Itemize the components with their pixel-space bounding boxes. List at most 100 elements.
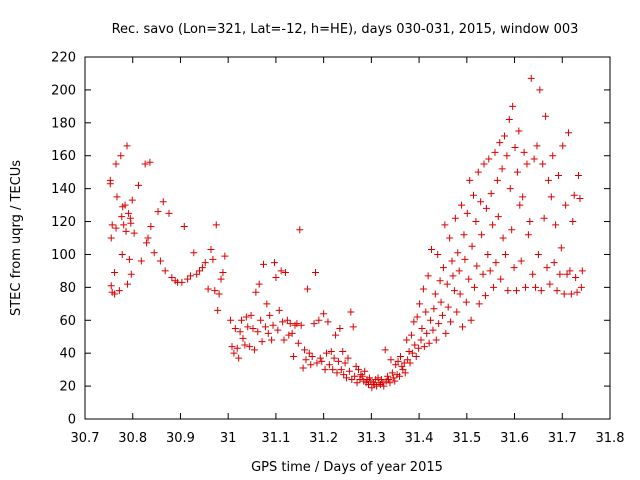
data-point: [279, 318, 287, 326]
data-point: [353, 379, 361, 387]
data-point: [150, 249, 158, 257]
data-point: [524, 231, 532, 239]
data-point: [337, 366, 345, 374]
data-point: [134, 181, 142, 189]
data-point: [456, 290, 464, 298]
data-point: [294, 339, 302, 347]
x-tick-label: 30.8: [118, 431, 147, 446]
data-point: [384, 372, 392, 380]
data-point: [549, 152, 557, 160]
data-point: [241, 341, 249, 349]
data-points: [106, 74, 586, 392]
data-point: [246, 343, 254, 351]
data-point: [463, 209, 471, 217]
data-point: [552, 221, 560, 229]
data-point: [286, 320, 294, 328]
data-point: [489, 221, 497, 229]
data-point: [573, 288, 581, 296]
data-point: [470, 283, 478, 291]
data-point: [264, 329, 272, 337]
data-point: [556, 270, 564, 278]
data-point: [520, 148, 528, 156]
data-point: [123, 142, 131, 150]
data-point: [215, 290, 223, 298]
y-tick-label: 140: [51, 182, 76, 197]
data-point: [553, 287, 561, 295]
data-point: [121, 201, 129, 209]
data-point: [296, 226, 304, 234]
data-point: [330, 354, 338, 362]
data-point: [481, 292, 489, 300]
data-point: [156, 257, 164, 265]
data-point: [478, 231, 486, 239]
data-point: [403, 336, 411, 344]
data-point: [542, 112, 550, 120]
data-point: [470, 191, 477, 199]
data-point: [308, 352, 316, 360]
data-point: [161, 267, 169, 275]
data-point: [374, 374, 382, 382]
data-point: [143, 239, 151, 247]
data-point: [204, 285, 212, 293]
data-point: [106, 180, 114, 188]
data-point: [401, 369, 409, 377]
y-tick-label: 120: [51, 215, 76, 230]
data-point: [427, 316, 435, 324]
data-point: [576, 195, 584, 203]
data-point: [564, 129, 572, 137]
data-point: [297, 321, 305, 329]
data-point: [266, 311, 274, 319]
data-point: [146, 158, 154, 166]
data-point: [473, 262, 481, 270]
data-point: [201, 259, 209, 267]
data-point: [530, 155, 538, 163]
data-point: [236, 328, 244, 336]
data-point: [274, 326, 282, 334]
data-point: [310, 320, 318, 328]
data-point: [480, 160, 488, 168]
data-point: [118, 213, 126, 221]
data-point: [408, 349, 416, 357]
data-point: [128, 196, 136, 204]
data-point: [377, 376, 385, 384]
data-point: [111, 290, 119, 298]
plot-frame: [84, 56, 611, 420]
data-point: [211, 287, 219, 295]
data-point: [260, 260, 267, 268]
data-point: [184, 275, 192, 283]
data-point: [303, 285, 311, 293]
data-point: [137, 257, 145, 265]
data-point: [345, 367, 353, 375]
data-point: [290, 352, 298, 360]
data-point: [559, 142, 567, 150]
data-point: [537, 287, 545, 295]
data-point: [490, 283, 498, 291]
data-point: [405, 348, 413, 356]
data-point: [458, 201, 466, 209]
data-point: [487, 190, 495, 198]
data-point: [419, 285, 427, 293]
y-tick-label: 40: [59, 347, 76, 362]
data-point: [572, 273, 580, 281]
y-tick-label: 100: [51, 248, 76, 263]
x-tick-label: 31.6: [500, 431, 529, 446]
data-point: [159, 198, 167, 206]
data-point: [348, 376, 356, 384]
data-point: [387, 356, 395, 364]
data-point: [227, 316, 235, 324]
x-tick-label: 31.8: [596, 431, 625, 446]
data-point: [444, 303, 452, 311]
data-point: [247, 311, 255, 319]
data-point: [567, 290, 575, 298]
data-point: [270, 259, 278, 267]
data-point: [578, 267, 586, 275]
data-point: [277, 267, 285, 275]
data-point: [512, 287, 520, 295]
axis-ticks: 30.7 30.8 30.9 31 31.1 31.2 31.3 31.4 31.5 31.6 31…: [51, 51, 624, 447]
data-point: [407, 331, 415, 339]
data-point: [313, 359, 321, 367]
y-tick-label: 200: [51, 83, 76, 98]
data-point: [388, 369, 396, 377]
data-point: [509, 102, 517, 110]
data-point: [320, 310, 328, 318]
